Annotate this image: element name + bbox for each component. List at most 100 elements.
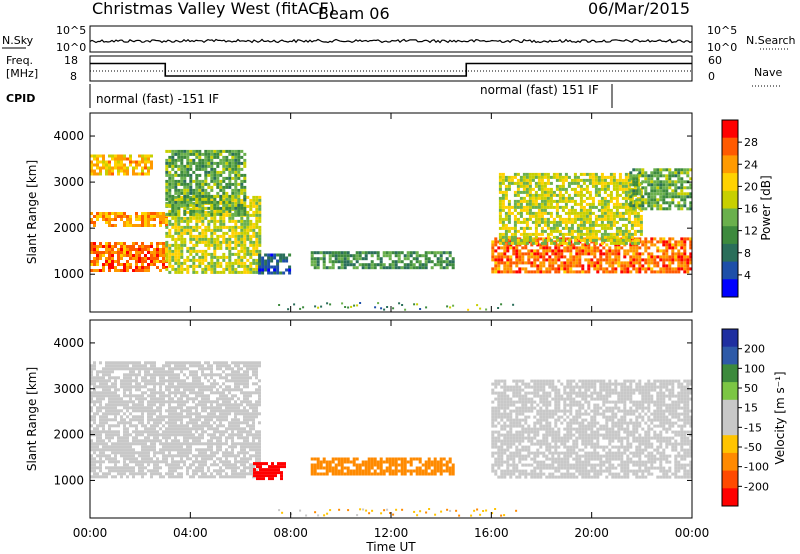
cell-evening-high <box>653 186 657 190</box>
cell-morning <box>228 373 231 377</box>
cell-rising-2 <box>243 191 247 195</box>
cell-evening-high <box>632 177 636 181</box>
cell-evening-high <box>677 177 681 181</box>
cell-evening-mid <box>543 202 547 206</box>
cell-morning <box>117 424 120 428</box>
cell-morning-low <box>150 260 153 263</box>
cell-morning <box>177 418 180 422</box>
cell-evening-mid <box>552 220 556 224</box>
cell-morning <box>168 442 171 446</box>
cell-rising-1 <box>189 252 193 256</box>
cell-rising-2 <box>231 206 235 210</box>
cell-evening-mid <box>585 190 589 194</box>
cell-morning <box>102 451 105 455</box>
cell-morning <box>201 382 204 386</box>
cell-morning <box>213 436 216 440</box>
cell-evening-mid <box>594 175 598 179</box>
cell-rising-2 <box>171 149 175 153</box>
cell-morning <box>156 439 159 443</box>
cell-morning <box>141 463 144 467</box>
cell-rising-2 <box>210 212 214 216</box>
cell-evening-mid <box>531 199 535 203</box>
cell-morning <box>96 448 99 452</box>
cell-rising-2 <box>207 173 211 177</box>
cell-evening-mid <box>618 229 622 233</box>
cell-morning <box>171 382 174 386</box>
cell-evening-mid <box>582 193 586 197</box>
cell-rising-1 <box>189 231 193 235</box>
cell-morning <box>153 454 156 458</box>
cell-evening-mid <box>561 196 565 200</box>
cell-evening-mid <box>519 184 523 188</box>
cell-evening-mid <box>606 187 610 191</box>
cell-evening-mid <box>621 217 625 221</box>
cell-evening-high <box>638 204 642 208</box>
cell-evening-low <box>665 255 669 259</box>
cell-rising-2 <box>204 188 208 192</box>
cell-evening-low <box>491 249 495 253</box>
cell-midday <box>448 254 452 258</box>
cell-morning <box>120 403 123 407</box>
cell-rising-2 <box>228 209 232 213</box>
cell-morning <box>189 382 192 386</box>
cell-morning <box>114 454 117 458</box>
cell-evening-low <box>542 264 546 268</box>
cell-morning-low <box>93 257 96 260</box>
cell-rising-1 <box>258 228 262 232</box>
cell-morning-mid <box>159 218 162 221</box>
cell-rising-1 <box>171 255 175 259</box>
cell-morning <box>180 445 183 449</box>
cell-evening-low <box>512 252 516 256</box>
cell-evening-high <box>680 204 684 208</box>
cell-morning <box>105 382 108 386</box>
cell-evening-low <box>659 255 663 259</box>
cell-rising-1 <box>231 252 235 256</box>
cell-morning <box>192 472 195 476</box>
cell-morning <box>138 373 141 377</box>
cell-morning <box>198 382 201 386</box>
cell-rising-2 <box>207 170 211 174</box>
cell-evening-mid <box>534 199 538 203</box>
cell-evening-low <box>515 258 519 262</box>
cell-rising-1 <box>234 231 238 235</box>
cell-evening-mid <box>528 172 532 176</box>
cell-morning <box>123 439 126 443</box>
cell-morning <box>90 475 93 479</box>
cell-morning <box>240 361 243 365</box>
cell-rising-1 <box>255 267 259 271</box>
cell-evening-mid <box>585 217 589 221</box>
cell-morning <box>114 412 117 416</box>
cell-evening-mid <box>561 238 565 242</box>
cell-midday <box>340 260 344 264</box>
cell-morning <box>216 472 219 476</box>
cell-morning <box>243 394 246 398</box>
cell-morning <box>111 466 114 470</box>
cell-evening-low <box>581 252 585 256</box>
freq-tick-low: 8 <box>70 70 77 83</box>
cell-rising-2 <box>195 164 199 168</box>
cell-morning <box>93 442 96 446</box>
cell-rising-2 <box>204 167 208 171</box>
cell-morning <box>147 454 150 458</box>
cell-rising-2 <box>210 173 214 177</box>
cell-rising-1 <box>165 234 169 238</box>
cell-rising-1 <box>204 243 208 247</box>
cell-rising-1 <box>180 237 184 241</box>
cell-morning-mid <box>144 218 147 221</box>
cell-morning <box>240 460 243 464</box>
cell-morning-low <box>108 257 111 260</box>
cell-morning <box>135 406 138 410</box>
cell-evening-low <box>503 264 507 268</box>
cell-rising-2 <box>186 167 190 171</box>
cell-morning-mid <box>123 215 126 218</box>
cell-evening-low <box>689 258 693 262</box>
cell-evening-mid <box>501 202 505 206</box>
cell-morning <box>144 439 147 443</box>
cell-morning <box>219 394 222 398</box>
cell-morning-high <box>135 166 138 170</box>
cell-morning-low <box>117 248 120 251</box>
cell-morning <box>126 367 129 371</box>
cell-evening-mid <box>567 229 571 233</box>
cell-evening-mid <box>588 178 592 182</box>
cell-morning <box>213 427 216 431</box>
